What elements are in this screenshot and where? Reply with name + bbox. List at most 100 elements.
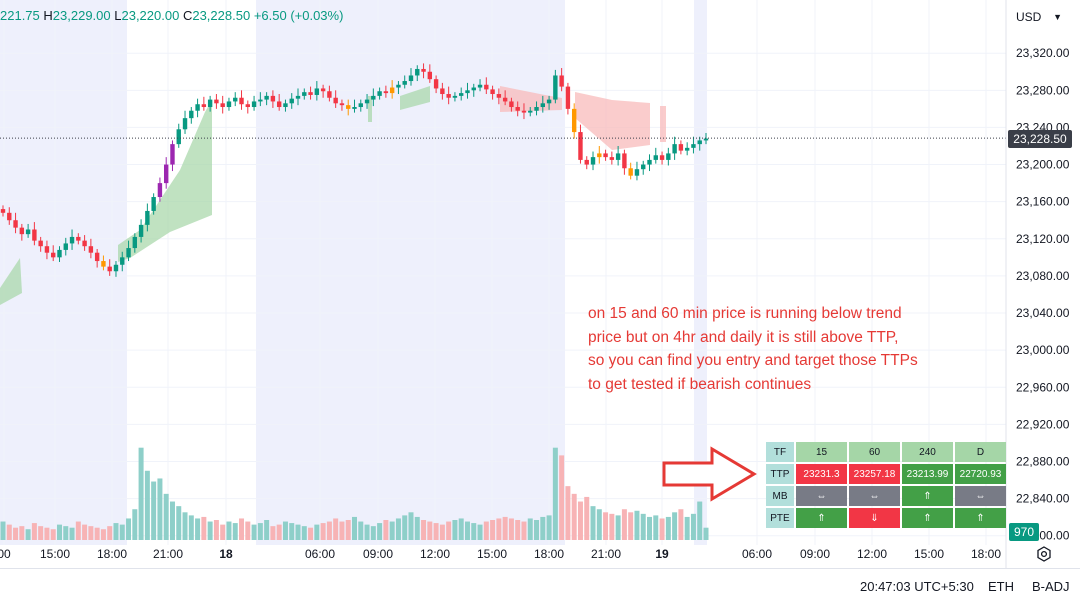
volume-bar xyxy=(502,516,508,540)
volume-bar xyxy=(653,515,659,540)
volume-bar xyxy=(383,520,389,540)
x-tick-label: 12:00 xyxy=(857,547,887,561)
table-cell: ⇑ xyxy=(955,508,1006,528)
table-row: TTP 23231.3 23257.18 23213.99 22720.93 xyxy=(766,464,1006,484)
y-tick-label: 23,120.00 xyxy=(1016,232,1070,246)
volume-bar xyxy=(50,529,56,540)
volume-bar xyxy=(490,520,496,540)
volume-bar xyxy=(25,529,31,540)
volume-bar xyxy=(628,512,634,540)
y-tick-label: 23,000.00 xyxy=(1016,343,1070,357)
volume-bar xyxy=(220,524,226,540)
x-tick-label: 12:00 xyxy=(420,547,450,561)
volume-bar xyxy=(56,524,62,540)
candle-body xyxy=(69,236,75,244)
volume-bar xyxy=(352,516,357,540)
candle-body xyxy=(182,118,188,130)
candle-body xyxy=(163,164,169,184)
candle-body xyxy=(553,75,558,100)
volume-bar xyxy=(414,516,420,540)
badj-toggle[interactable]: B-ADJ xyxy=(1032,579,1070,594)
volume-bar xyxy=(289,523,295,540)
x-tick-label: 21:00 xyxy=(153,547,183,561)
volume-bar xyxy=(621,509,627,540)
volume-bar xyxy=(232,523,238,540)
table-cell: ⇔ xyxy=(796,486,847,506)
volume-bar xyxy=(584,496,590,540)
volume-bar xyxy=(389,521,395,540)
candle-body xyxy=(678,144,684,151)
low-value: 23,220.00 xyxy=(121,8,180,23)
candle-body xyxy=(446,94,451,98)
candle-body xyxy=(515,107,520,111)
candle-body xyxy=(534,107,539,111)
volume-bar xyxy=(270,526,276,540)
volume-bar xyxy=(552,447,558,540)
x-tick-label: 09:00 xyxy=(363,547,393,561)
volume-bar xyxy=(439,524,445,540)
candle-body xyxy=(308,92,313,95)
volume-bar xyxy=(119,524,125,540)
candle-body xyxy=(76,236,81,241)
eth-toggle[interactable]: ETH xyxy=(988,579,1014,594)
volume-bar xyxy=(176,506,182,540)
table-cell: ⇑ xyxy=(796,508,847,528)
candle-body xyxy=(653,155,658,160)
volume-bar xyxy=(358,521,364,540)
volume-bar xyxy=(188,515,194,540)
volume-bar xyxy=(546,515,552,540)
table-row: MB ⇔ ⇔ ⇑ ⇔ xyxy=(766,486,1006,506)
x-tick-label: 06:00 xyxy=(742,547,772,561)
candle-body xyxy=(459,93,464,96)
volume-bar xyxy=(169,501,175,540)
candle-body xyxy=(465,90,470,94)
chart-plot-area[interactable]: 23,320.0023,280.0023,240.0023,200.0023,1… xyxy=(0,0,1080,568)
volume-bar xyxy=(464,521,470,540)
volume-bar xyxy=(534,520,540,540)
volume-bar xyxy=(207,521,213,540)
row-label: PTE xyxy=(766,508,794,528)
volume-bar xyxy=(571,493,577,540)
volume-bar xyxy=(295,524,301,540)
clock-readout[interactable]: 20:47:03 UTC+5:30 xyxy=(860,579,974,594)
volume-bar xyxy=(126,518,132,540)
volume-bar xyxy=(333,518,339,540)
bottom-status-bar: 20:47:03 UTC+5:30 ETH B-ADJ xyxy=(0,568,1080,609)
volume-bar xyxy=(226,521,232,540)
volume-bar xyxy=(94,527,100,540)
candle-body xyxy=(358,103,363,108)
candle-body xyxy=(276,101,282,108)
gear-icon[interactable] xyxy=(1036,546,1052,562)
candle-body xyxy=(32,229,37,241)
volume-bar xyxy=(213,520,219,540)
change-value: +6.50 (+0.03%) xyxy=(253,8,344,23)
currency-selector[interactable]: USD ▼ xyxy=(1010,6,1070,28)
candle-body xyxy=(289,98,294,104)
candle-body xyxy=(697,140,702,145)
candle-body xyxy=(571,108,577,133)
volume-bar xyxy=(31,523,37,540)
candle-body xyxy=(51,252,56,258)
volume-bar xyxy=(195,518,201,540)
x-tick-label: 06:00 xyxy=(305,547,335,561)
close-label: C xyxy=(182,8,193,23)
candle-body xyxy=(226,101,232,108)
table-header-cell: 240 xyxy=(902,442,953,462)
candle-body xyxy=(113,264,119,272)
y-tick-label: 23,080.00 xyxy=(1016,269,1070,283)
volume-bar xyxy=(603,512,609,540)
table-header-cell: TF xyxy=(766,442,794,462)
trend-cloud xyxy=(400,86,430,110)
volume-bar xyxy=(402,515,408,540)
y-tick-label: 22,920.00 xyxy=(1016,417,1070,431)
candle-body xyxy=(38,240,43,247)
table-header-cell: D xyxy=(955,442,1006,462)
candle-body xyxy=(320,88,326,92)
candle-body xyxy=(496,94,502,98)
candle-body xyxy=(415,68,420,76)
candle-body xyxy=(94,252,100,262)
row-label: MB xyxy=(766,486,794,506)
candle-body xyxy=(13,220,18,228)
volume-bar xyxy=(577,501,583,540)
trend-cloud xyxy=(0,258,22,305)
